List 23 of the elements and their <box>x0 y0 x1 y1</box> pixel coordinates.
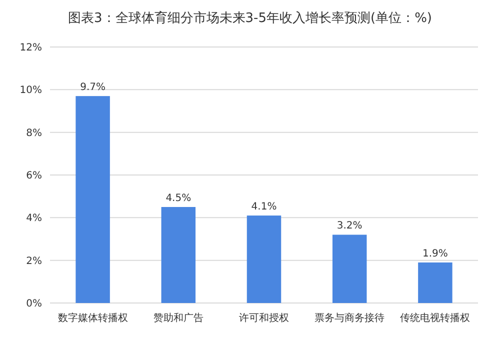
x-tick-label: 赞助和广告 <box>153 312 204 324</box>
bar <box>418 262 452 303</box>
y-tick-label: 10% <box>20 85 42 96</box>
x-tick-label: 数字媒体转播权 <box>58 312 128 324</box>
y-tick-label: 4% <box>26 213 42 224</box>
y-tick-label: 12% <box>20 42 42 54</box>
data-label: 9.7% <box>80 82 106 94</box>
data-label: 1.9% <box>422 248 448 260</box>
bar <box>246 216 282 303</box>
y-tick-label: 6% <box>26 170 42 182</box>
data-label: 4.1% <box>251 202 277 213</box>
bar <box>332 234 367 303</box>
x-tick-label: 许可和授权 <box>239 312 289 324</box>
y-tick-label: 8% <box>26 128 42 139</box>
chart-title: 图表3：全球体育细分市场未来3-5年收入增长率预测(单位：%) <box>68 10 432 26</box>
x-tick-label: 传统电视转播权 <box>400 312 470 324</box>
y-tick-label: 2% <box>26 256 42 267</box>
bar <box>76 96 110 303</box>
data-label: 4.5% <box>166 193 192 204</box>
x-tick-label: 票务与商务接待 <box>314 312 385 324</box>
bar <box>161 207 196 303</box>
y-tick-label: 0% <box>26 298 42 310</box>
data-label: 3.2% <box>336 220 362 232</box>
